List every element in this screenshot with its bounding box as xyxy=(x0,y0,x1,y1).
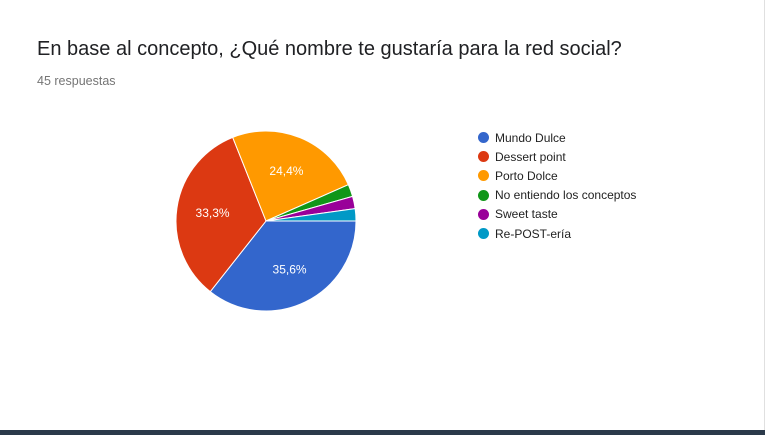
pie-slice-porto-dolce xyxy=(232,130,350,222)
legend-label: Dessert point xyxy=(495,149,566,164)
question-title: En base al concepto, ¿Qué nombre te gust… xyxy=(37,38,622,60)
pie-slice-re-post-er-a xyxy=(265,208,357,222)
legend-label: Mundo Dulce xyxy=(495,130,566,145)
legend-item: No entiendo los conceptos xyxy=(478,186,636,205)
pie-labels: 35,6% 33,3% 24,4% xyxy=(196,164,307,277)
legend-label: Re-POST-ería xyxy=(495,226,572,241)
legend-label: Sweet taste xyxy=(495,207,558,222)
bottom-bar xyxy=(0,430,765,435)
pie-data-label: 35,6% xyxy=(273,263,307,277)
pie-slices xyxy=(175,130,357,312)
legend-item: Re-POST-ería xyxy=(478,224,636,243)
chart-legend: Mundo Dulce Dessert point Porto Dolce No en… xyxy=(478,128,636,243)
legend-swatch xyxy=(478,170,489,182)
legend-item: Porto Dolce xyxy=(478,166,636,185)
legend-item: Mundo Dulce xyxy=(478,128,636,147)
legend-label: Porto Dolce xyxy=(495,168,558,183)
pie-slice-mundo-dulce xyxy=(209,220,357,312)
pie-data-label: 24,4% xyxy=(269,164,303,178)
pie-data-label: 33,3% xyxy=(196,206,230,220)
legend-swatch xyxy=(478,151,489,163)
legend-item: Sweet taste xyxy=(478,205,636,224)
pie-slice-dessert-point xyxy=(175,136,267,293)
legend-item: Dessert point xyxy=(478,147,636,166)
legend-swatch xyxy=(478,189,489,201)
legend-swatch xyxy=(478,228,489,240)
response-count: 45 respuestas xyxy=(37,74,116,88)
legend-swatch xyxy=(478,208,489,220)
legend-label: No entiendo los conceptos xyxy=(495,188,637,203)
legend-swatch xyxy=(478,132,489,144)
